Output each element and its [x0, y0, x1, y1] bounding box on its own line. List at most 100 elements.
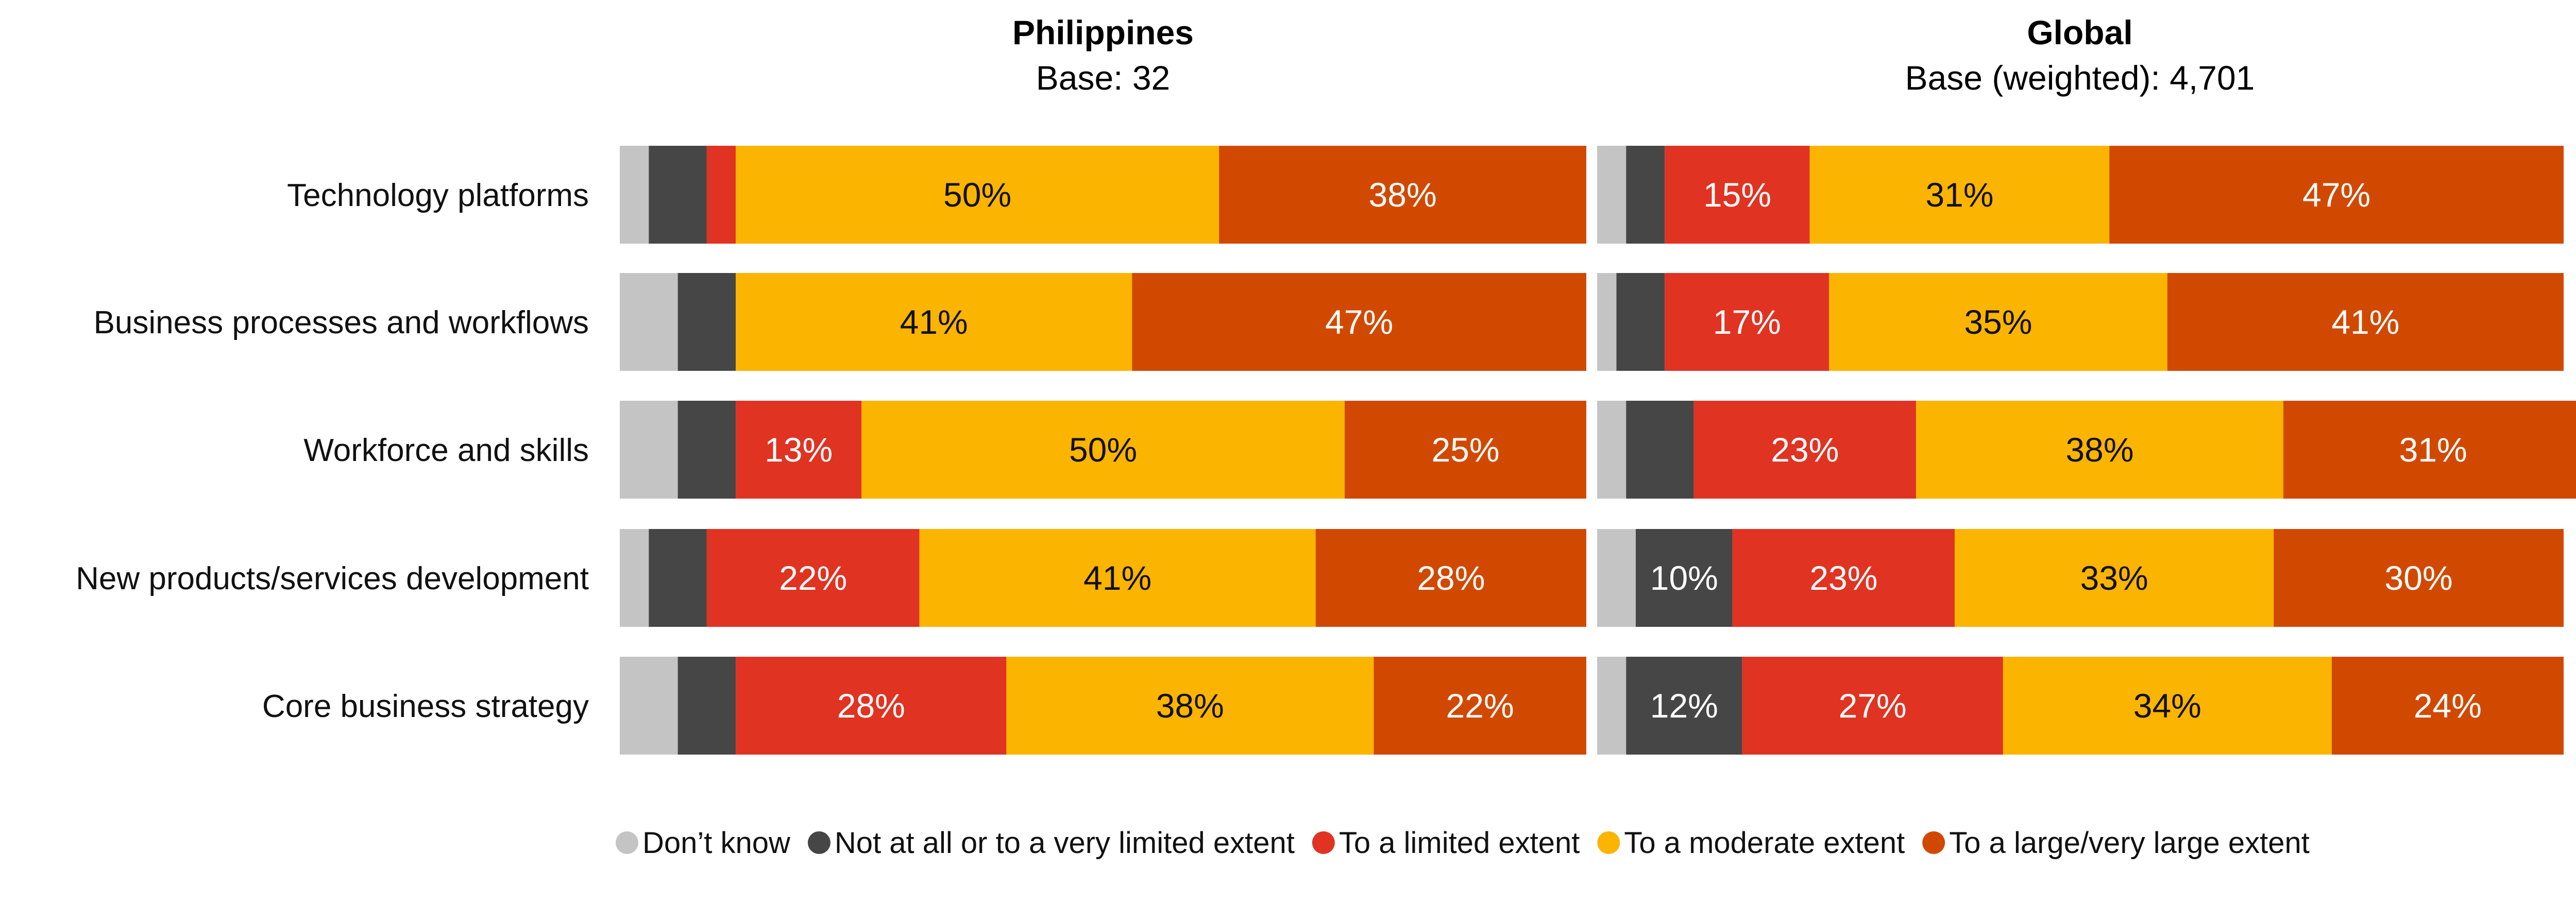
data-label-global-core-business-strategy-to-a-large-very-large-extent: 24%	[2414, 687, 2482, 725]
legend-item-to-a-limited-extent: To a limited extent	[1312, 826, 1580, 860]
bar-global-workforce-and-skills-to-a-moderate-extent	[1916, 401, 2283, 499]
bar-philippines-new-products-services-development-not-at-all-or-to-a-very-limited-extent	[649, 529, 707, 627]
legend-label-dont-know: Don’t know	[642, 826, 791, 860]
data-label-philippines-workforce-and-skills-to-a-limited-extent: 13%	[765, 431, 833, 469]
bar-philippines-new-products-services-development-to-a-moderate-extent	[919, 529, 1316, 627]
legend-swatch-to-a-large-very-large-extent	[1922, 831, 1945, 854]
bar-global-core-business-strategy-dont-know	[1597, 657, 1626, 755]
bar-global-core-business-strategy-not-at-all-or-to-a-very-limited-extent	[1626, 657, 1742, 755]
bar-global-new-products-services-development-dont-know	[1597, 529, 1636, 627]
bar-philippines-workforce-and-skills-dont-know	[620, 401, 678, 499]
bar-global-business-processes-and-workflows-to-a-large-very-large-extent	[2167, 273, 2564, 371]
bars-philippines: 50% 38% 41% 47% 13% 50% 25% 22% 41% 28% 28% 38% 22%	[620, 146, 1586, 755]
bar-philippines-core-business-strategy-to-a-moderate-extent	[1006, 657, 1374, 755]
category-label-business-processes-and-workflows: Business processes and workflows	[94, 305, 589, 340]
legend-swatch-to-a-limited-extent	[1312, 831, 1335, 854]
bar-philippines-technology-platforms-not-at-all-or-to-a-very-limited-extent	[649, 146, 707, 244]
bar-global-core-business-strategy-to-a-moderate-extent	[2003, 657, 2332, 755]
data-label-global-business-processes-and-workflows-to-a-large-very-large-extent: 41%	[2331, 303, 2399, 341]
data-label-philippines-new-products-services-development-to-a-moderate-extent: 41%	[1083, 559, 1151, 597]
category-label-new-products-services-development: New products/services development	[76, 561, 589, 596]
data-label-global-workforce-and-skills-to-a-moderate-extent: 38%	[2065, 431, 2133, 469]
data-label-philippines-workforce-and-skills-to-a-large-very-large-extent: 25%	[1431, 431, 1499, 469]
data-label-global-technology-platforms-to-a-large-very-large-extent: 47%	[2302, 176, 2370, 214]
data-label-philippines-business-processes-and-workflows-to-a-large-very-large-extent: 47%	[1325, 303, 1393, 341]
legend-swatch-dont-know	[616, 831, 638, 854]
bar-philippines-business-processes-and-workflows-to-a-moderate-extent	[736, 273, 1132, 371]
bar-philippines-workforce-and-skills-to-a-limited-extent	[736, 401, 861, 499]
bar-philippines-workforce-and-skills-to-a-moderate-extent	[861, 401, 1345, 499]
bar-philippines-new-products-services-development-to-a-limited-extent	[706, 529, 920, 627]
bar-global-core-business-strategy-to-a-large-very-large-extent	[2331, 657, 2564, 755]
data-label-philippines-core-business-strategy-to-a-moderate-extent: 38%	[1156, 687, 1224, 725]
category-label-technology-platforms: Technology platforms	[287, 178, 589, 213]
legend-label-to-a-limited-extent: To a limited extent	[1339, 826, 1580, 860]
bar-global-workforce-and-skills-dont-know	[1597, 401, 1626, 499]
bar-global-business-processes-and-workflows-to-a-moderate-extent	[1829, 273, 2167, 371]
category-label-workforce-and-skills: Workforce and skills	[303, 433, 589, 468]
bar-global-technology-platforms-to-a-moderate-extent	[1809, 146, 2110, 244]
data-label-global-workforce-and-skills-to-a-large-very-large-extent: 31%	[2399, 431, 2467, 469]
category-label-core-business-strategy: Core business strategy	[262, 689, 589, 724]
bar-philippines-technology-platforms-dont-know	[620, 146, 649, 244]
bar-global-business-processes-and-workflows-dont-know	[1597, 273, 1617, 371]
bar-global-new-products-services-development-to-a-large-very-large-extent	[2274, 529, 2564, 627]
panel-title-philippines: Philippines	[1012, 13, 1194, 52]
data-label-philippines-new-products-services-development-to-a-limited-extent: 22%	[779, 559, 847, 597]
data-label-global-workforce-and-skills-to-a-limited-extent: 23%	[1771, 431, 1839, 469]
category-labels: Technology platforms Business processes a…	[76, 178, 589, 724]
bar-philippines-core-business-strategy-dont-know	[620, 657, 678, 755]
bar-philippines-technology-platforms-to-a-moderate-extent	[736, 146, 1219, 244]
data-label-philippines-technology-platforms-to-a-moderate-extent: 50%	[943, 176, 1011, 214]
data-label-global-core-business-strategy-to-a-moderate-extent: 34%	[2133, 687, 2201, 725]
data-label-philippines-business-processes-and-workflows-to-a-moderate-extent: 41%	[900, 303, 968, 341]
data-label-philippines-core-business-strategy-to-a-limited-extent: 28%	[837, 687, 905, 725]
legend-label-not-at-all-or-to-a-very-limited-extent: Not at all or to a very limited extent	[835, 826, 1295, 860]
data-label-global-new-products-services-development-to-a-large-very-large-extent: 30%	[2385, 559, 2453, 597]
bar-global-business-processes-and-workflows-not-at-all-or-to-a-very-limited-extent	[1616, 273, 1665, 371]
data-label-philippines-new-products-services-development-to-a-large-very-large-extent: 28%	[1417, 559, 1485, 597]
bar-philippines-business-processes-and-workflows-to-a-large-very-large-extent	[1132, 273, 1586, 371]
panel-global: Global Base (weighted): 4,701 15% 31% 47% 1…	[1597, 13, 2576, 755]
legend-swatch-not-at-all-or-to-a-very-limited-extent	[807, 831, 831, 854]
legend-item-to-a-large-very-large-extent: To a large/very large extent	[1922, 826, 2310, 860]
data-label-philippines-technology-platforms-to-a-large-very-large-extent: 38%	[1369, 176, 1437, 214]
bar-global-technology-platforms-to-a-limited-extent	[1665, 146, 1810, 244]
bar-global-new-products-services-development-not-at-all-or-to-a-very-limited-extent	[1636, 529, 1733, 627]
panel-subtitle-philippines: Base: 32	[1036, 59, 1171, 97]
bar-philippines-workforce-and-skills-to-a-large-very-large-extent	[1345, 401, 1586, 499]
bar-global-business-processes-and-workflows-to-a-limited-extent	[1665, 273, 1829, 371]
panel-subtitle-global: Base (weighted): 4,701	[1905, 59, 2255, 97]
bar-global-workforce-and-skills-to-a-limited-extent	[1693, 401, 1917, 499]
panel-title-global: Global	[2027, 13, 2132, 52]
bar-philippines-technology-platforms-to-a-limited-extent	[706, 146, 736, 244]
bar-philippines-workforce-and-skills-not-at-all-or-to-a-very-limited-extent	[677, 401, 736, 499]
legend-item-to-a-moderate-extent: To a moderate extent	[1597, 826, 1905, 860]
bar-global-workforce-and-skills-not-at-all-or-to-a-very-limited-extent	[1626, 401, 1694, 499]
bars-global: 15% 31% 47% 17% 35% 41% 23% 38% 31% 10% 23% 33% 30% 1…	[1597, 146, 2576, 755]
data-label-global-new-products-services-development-not-at-all-or-to-a-very-limited-extent: 10%	[1650, 559, 1718, 597]
data-label-global-core-business-strategy-not-at-all-or-to-a-very-limited-extent: 12%	[1650, 687, 1718, 725]
legend-item-dont-know: Don’t know	[616, 826, 791, 860]
bar-global-new-products-services-development-to-a-moderate-extent	[1955, 529, 2274, 627]
bar-philippines-core-business-strategy-not-at-all-or-to-a-very-limited-extent	[677, 657, 736, 755]
data-label-global-technology-platforms-to-a-moderate-extent: 31%	[1925, 176, 1993, 214]
data-label-philippines-core-business-strategy-to-a-large-very-large-extent: 22%	[1446, 687, 1514, 725]
data-label-global-new-products-services-development-to-a-moderate-extent: 33%	[2080, 559, 2148, 597]
data-label-global-technology-platforms-to-a-limited-extent: 15%	[1703, 176, 1771, 214]
data-label-global-new-products-services-development-to-a-limited-extent: 23%	[1809, 559, 1877, 597]
legend-label-to-a-moderate-extent: To a moderate extent	[1624, 826, 1905, 860]
bar-philippines-business-processes-and-workflows-not-at-all-or-to-a-very-limited-extent	[677, 273, 736, 371]
data-label-philippines-workforce-and-skills-to-a-moderate-extent: 50%	[1069, 431, 1137, 469]
data-label-global-business-processes-and-workflows-to-a-moderate-extent: 35%	[1964, 303, 2032, 341]
bar-global-technology-platforms-to-a-large-very-large-extent	[2109, 146, 2564, 244]
bar-philippines-business-processes-and-workflows-dont-know	[620, 273, 678, 371]
bar-philippines-core-business-strategy-to-a-limited-extent	[736, 657, 1007, 755]
bar-global-technology-platforms-not-at-all-or-to-a-very-limited-extent	[1626, 146, 1665, 244]
legend-item-not-at-all-or-to-a-very-limited-extent: Not at all or to a very limited extent	[807, 826, 1295, 860]
panel-philippines: Philippines Base: 32 50% 38% 41% 47% 13% 50% 2…	[620, 13, 1586, 755]
bar-philippines-core-business-strategy-to-a-large-very-large-extent	[1374, 657, 1586, 755]
bar-philippines-new-products-services-development-to-a-large-very-large-extent	[1315, 529, 1586, 627]
legend-swatch-to-a-moderate-extent	[1597, 831, 1620, 854]
